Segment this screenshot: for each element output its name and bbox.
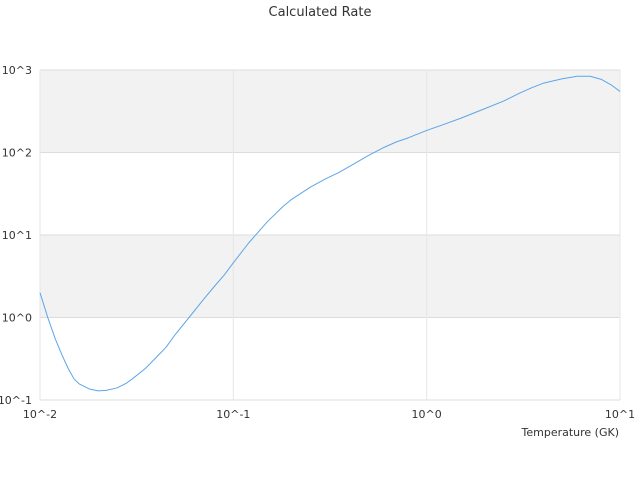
x-tick-label: 10^-1 xyxy=(216,408,250,421)
series-line xyxy=(39,75,621,392)
y-axis-ticks: 10^-1 10^0 10^1 10^2 10^3 xyxy=(0,64,32,407)
series-layer xyxy=(39,75,621,392)
y-tick-label: 10^1 xyxy=(2,229,32,242)
y-tick-label: 10^-1 xyxy=(0,394,32,407)
plot-band xyxy=(40,317,620,400)
x-tick-label: 10^-2 xyxy=(23,408,57,421)
x-tick-label: 10^1 xyxy=(605,408,635,421)
plot-band xyxy=(40,70,620,153)
x-axis-label: Temperature (GK) xyxy=(521,426,620,439)
x-tick-label: 10^0 xyxy=(412,408,442,421)
plot-band xyxy=(40,235,620,318)
x-axis-ticks: 10^-2 10^-1 10^0 10^1 xyxy=(23,408,635,421)
gridlines xyxy=(39,69,621,401)
plot-bands xyxy=(40,70,620,400)
y-tick-label: 10^0 xyxy=(2,312,32,325)
plot-band xyxy=(40,152,620,235)
y-tick-label: 10^2 xyxy=(2,147,32,160)
y-tick-label: 10^3 xyxy=(2,64,32,77)
chart-title: Calculated Rate xyxy=(269,5,372,20)
